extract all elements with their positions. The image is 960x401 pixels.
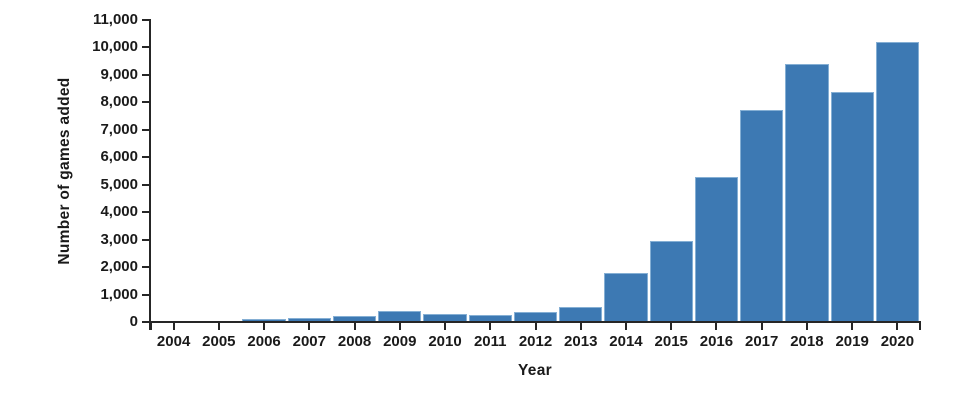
bar-2020 bbox=[875, 42, 919, 322]
x-tick-2020 bbox=[896, 322, 899, 330]
y-tick-label-7000: 7,000 bbox=[100, 120, 138, 138]
x-tick-2005 bbox=[217, 322, 220, 330]
x-tick-2018 bbox=[805, 322, 808, 330]
x-axis-end-tick-left bbox=[150, 322, 152, 330]
x-tick-2014 bbox=[624, 322, 627, 330]
x-tick-2007 bbox=[308, 322, 311, 330]
x-tick-2010 bbox=[444, 322, 447, 330]
y-tick-label-5000: 5,000 bbox=[100, 175, 138, 193]
y-tick-0 bbox=[142, 321, 150, 323]
y-tick-3000 bbox=[142, 238, 150, 241]
bar-2015 bbox=[649, 241, 693, 322]
x-tick-label-2004: 2004 bbox=[156, 333, 191, 350]
bar-2018 bbox=[785, 64, 829, 322]
x-tick-label-2015: 2015 bbox=[654, 333, 688, 350]
x-tick-label-2007: 2007 bbox=[292, 333, 326, 350]
x-tick-2004 bbox=[172, 322, 175, 330]
x-tick-label-2009: 2009 bbox=[383, 333, 417, 350]
x-tick-label-2013: 2013 bbox=[564, 333, 598, 350]
x-tick-label-2019: 2019 bbox=[835, 333, 869, 350]
x-tick-2013 bbox=[579, 322, 582, 330]
x-tick-2011 bbox=[489, 322, 492, 330]
x-tick-2016 bbox=[715, 322, 718, 330]
y-tick-label-4000: 4,000 bbox=[100, 203, 138, 220]
bar-2016 bbox=[694, 177, 739, 322]
x-tick-2012 bbox=[534, 322, 537, 330]
x-tick-label-2008: 2008 bbox=[337, 333, 372, 350]
x-tick-2017 bbox=[760, 322, 763, 330]
y-tick-label-1000: 1,000 bbox=[100, 285, 138, 303]
y-tick-label-11000: 11,000 bbox=[92, 10, 138, 28]
y-tick-8000 bbox=[142, 101, 150, 103]
x-axis-spine bbox=[149, 321, 921, 323]
y-tick-9000 bbox=[142, 73, 150, 76]
y-tick-7000 bbox=[142, 128, 150, 131]
y-tick-10000 bbox=[142, 46, 150, 48]
y-tick-1000 bbox=[142, 293, 150, 296]
x-axis-end-tick-right bbox=[919, 322, 921, 330]
y-tick-label-2000: 2,000 bbox=[100, 258, 138, 275]
x-tick-label-2018: 2018 bbox=[790, 333, 824, 350]
x-tick-label-2017: 2017 bbox=[744, 333, 779, 350]
bar-2014 bbox=[604, 273, 648, 322]
x-tick-label-2014: 2014 bbox=[609, 333, 643, 350]
y-tick-11000 bbox=[142, 18, 150, 21]
y-tick-label-3000: 3,000 bbox=[100, 230, 138, 248]
x-tick-label-2005: 2005 bbox=[202, 333, 236, 350]
y-tick-5000 bbox=[142, 183, 150, 186]
x-tick-label-2011: 2011 bbox=[473, 333, 507, 350]
y-tick-label-0: 0 bbox=[129, 313, 138, 330]
y-tick-2000 bbox=[142, 266, 150, 268]
x-tick-2008 bbox=[353, 322, 356, 330]
x-tick-2015 bbox=[670, 322, 673, 330]
y-tick-4000 bbox=[142, 211, 150, 213]
x-tick-label-2010: 2010 bbox=[428, 333, 462, 350]
y-tick-6000 bbox=[142, 156, 150, 158]
y-tick-label-8000: 8,000 bbox=[100, 93, 138, 110]
x-tick-label-2012: 2012 bbox=[518, 333, 553, 350]
x-tick-2019 bbox=[851, 322, 854, 330]
x-axis-label: Year bbox=[518, 362, 552, 379]
x-tick-2009 bbox=[398, 322, 401, 330]
y-tick-label-10000: 10,000 bbox=[92, 38, 138, 55]
x-tick-label-2016: 2016 bbox=[699, 333, 734, 350]
x-tick-2006 bbox=[263, 322, 266, 330]
bar-2013 bbox=[559, 307, 603, 322]
y-tick-label-9000: 9,000 bbox=[100, 65, 138, 83]
x-tick-label-2020: 2020 bbox=[880, 333, 915, 350]
y-axis-spine bbox=[149, 19, 151, 330]
x-tick-label-2006: 2006 bbox=[247, 333, 281, 350]
y-tick-label-6000: 6,000 bbox=[100, 148, 138, 165]
bar-2017 bbox=[740, 110, 784, 322]
bar-2019 bbox=[830, 92, 874, 322]
